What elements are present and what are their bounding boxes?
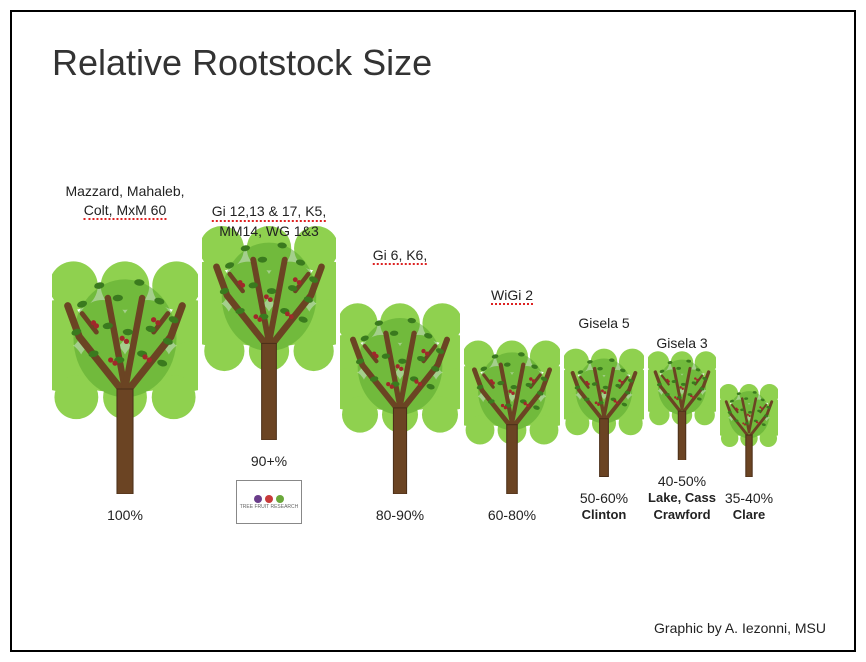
tree-item: 35-40%Clare xyxy=(720,377,778,524)
tree-top-label: Mazzard, Mahaleb,Colt, MxM 60 xyxy=(65,182,184,220)
tree-icon xyxy=(648,343,716,461)
tree-icon xyxy=(464,329,560,494)
tree-icon xyxy=(340,289,460,494)
tree-bottom-label: 80-90% xyxy=(376,506,424,524)
tree-bottom-label: 100% xyxy=(107,506,143,524)
tree-item: Gi 12,13 & 17, K5,MM14, WG 1&3 90+% TREE… xyxy=(202,210,336,524)
slide-title: Relative Rootstock Size xyxy=(52,42,824,84)
credit-line: Graphic by A. Iezonni, MSU xyxy=(654,620,826,636)
tree-item: Gisela 5 50-60%Clinton xyxy=(564,339,644,524)
trees-row: Mazzard, Mahaleb,Colt, MxM 60 100%Gi 12,… xyxy=(52,144,824,524)
tree-bottom-label: 60-80% xyxy=(488,506,536,524)
slide-frame: Relative Rootstock Size Mazzard, Mahaleb… xyxy=(10,10,856,652)
tree-icon xyxy=(52,244,198,494)
tree-top-label: Gisela 3 xyxy=(656,334,707,352)
tree-top-label: Gi 12,13 & 17, K5,MM14, WG 1&3 xyxy=(212,202,326,240)
tree-top-label: Gi 6, K6, xyxy=(373,246,427,265)
tree-icon xyxy=(202,210,336,440)
tree-top-label: WiGi 2 xyxy=(491,286,533,305)
tree-item: Mazzard, Mahaleb,Colt, MxM 60 100% xyxy=(52,244,198,524)
tree-icon xyxy=(564,339,644,477)
tree-item: WiGi 2 60-80% xyxy=(464,329,560,524)
tree-bottom-label: 40-50%Lake, CassCrawford xyxy=(648,472,716,524)
tree-bottom-label: 35-40%Clare xyxy=(725,489,773,524)
tree-bottom-label: 50-60%Clinton xyxy=(580,489,628,524)
tree-item: Gisela 3 40-50%Lake, CassCrawford xyxy=(648,343,716,524)
research-badge: TREE FRUIT RESEARCH xyxy=(236,480,302,524)
tree-icon xyxy=(720,377,778,477)
tree-top-label: Gisela 5 xyxy=(578,314,629,332)
tree-item: Gi 6, K6, 80-90% xyxy=(340,289,460,524)
tree-bottom-label: 90+% xyxy=(251,452,287,470)
